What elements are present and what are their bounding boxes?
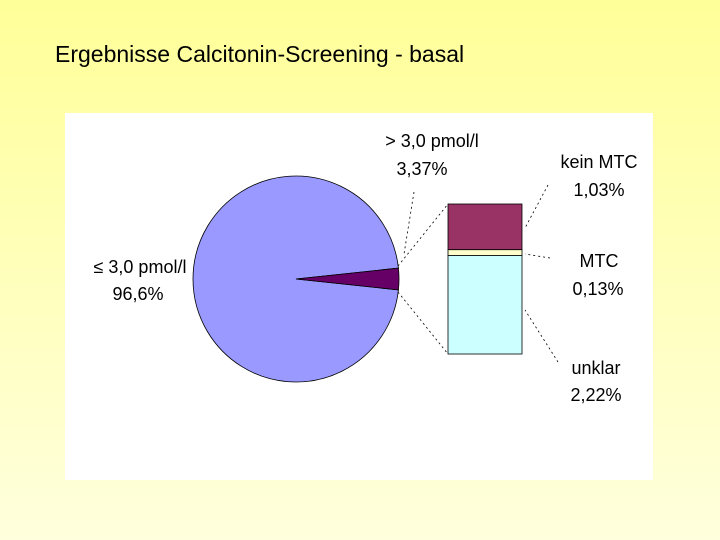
marks	[192, 175, 523, 383]
bar-segment	[447, 203, 523, 251]
bar-segment	[447, 255, 523, 355]
bar-label: unklar	[571, 358, 620, 378]
slice-value-label: 3,37%	[396, 159, 447, 179]
slice-label: > 3,0 pmol/l	[385, 131, 479, 151]
bar-segment	[447, 249, 523, 256]
slice-value-label: 96,6%	[112, 284, 163, 304]
bar-value-label: 0,13%	[572, 279, 623, 299]
pie-slice	[295, 267, 400, 291]
pie-slice	[192, 175, 399, 383]
chart-title: Ergebnisse Calcitonin-Screening - basal	[55, 41, 464, 67]
bar-label: MTC	[580, 251, 619, 271]
bar-value-label: 1,03%	[573, 180, 624, 200]
bar-label: kein MTC	[560, 152, 637, 172]
bar-value-label: 2,22%	[570, 385, 621, 405]
connector-lines	[397, 184, 559, 363]
slice-label: ≤ 3,0 pmol/l	[94, 257, 187, 277]
